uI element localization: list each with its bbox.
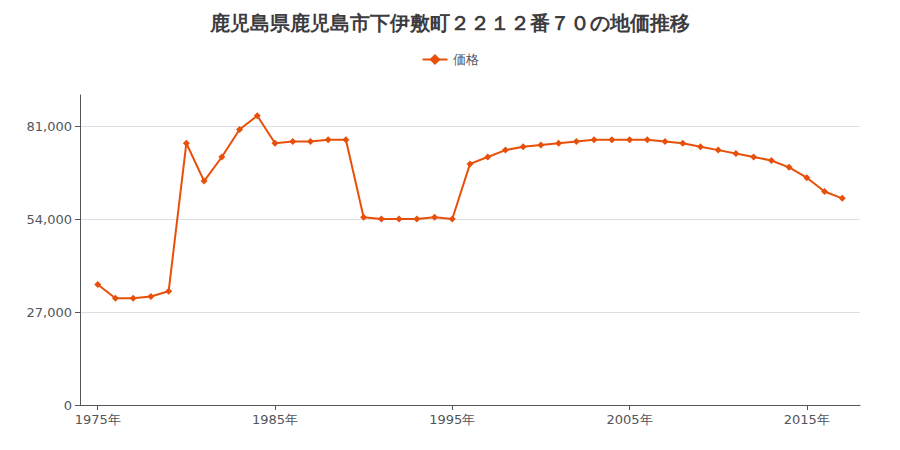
svg-text:0: 0	[64, 398, 72, 413]
svg-text:1995年: 1995年	[429, 412, 475, 427]
svg-text:2005年: 2005年	[606, 412, 652, 427]
svg-text:鹿児島県鹿児島市下伊敷町２２１２番７０の地価推移: 鹿児島県鹿児島市下伊敷町２２１２番７０の地価推移	[209, 11, 690, 35]
svg-text:81,000: 81,000	[27, 119, 73, 134]
svg-text:54,000: 54,000	[27, 212, 73, 227]
svg-text:27,000: 27,000	[27, 305, 73, 320]
svg-text:1985年: 1985年	[252, 412, 298, 427]
svg-text:価格: 価格	[453, 52, 479, 67]
svg-text:2015年: 2015年	[784, 412, 830, 427]
svg-text:1975年: 1975年	[75, 412, 121, 427]
